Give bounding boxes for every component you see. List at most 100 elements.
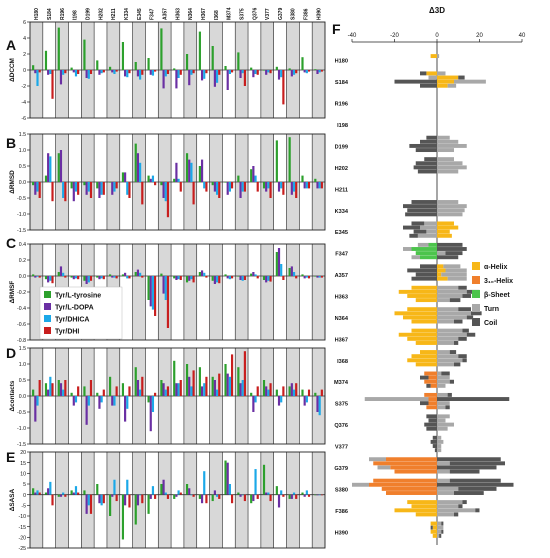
legend-swatch xyxy=(472,290,480,298)
bar-d-s1-3 xyxy=(72,396,75,406)
y-tick-label: -0.2 xyxy=(17,290,26,296)
bar-b-s1-7 xyxy=(124,172,127,182)
bar-f-g379-r3-s3 xyxy=(437,469,450,474)
residue-label: F347 xyxy=(150,8,156,20)
bar-a-s0-7 xyxy=(121,42,125,70)
bar-e-s1-17 xyxy=(252,494,255,502)
bar-b-s0-12 xyxy=(185,153,189,182)
bar-a-s2-13 xyxy=(203,70,206,79)
residue-label: I198 xyxy=(337,123,348,129)
bar-d-s3-4 xyxy=(89,380,93,396)
bar-d-s2-0 xyxy=(36,396,39,406)
bar-c-s3-9 xyxy=(154,276,157,316)
bar-d-s2-21 xyxy=(305,396,308,403)
bar-c-s3-16 xyxy=(243,276,246,280)
bar-b-s0-6 xyxy=(109,182,112,183)
legend-swatch xyxy=(44,315,51,322)
bar-a-s0-2 xyxy=(57,27,60,71)
bar-f-s375-r3-s4 xyxy=(445,405,450,410)
bar-c-s1-15 xyxy=(226,276,229,279)
bar-f-f347-r3-s3 xyxy=(411,255,420,260)
bar-a-s2-2 xyxy=(62,70,65,75)
bar-e-s2-21 xyxy=(305,490,308,495)
bar-c-s2-7 xyxy=(126,276,129,279)
bar-c-s2-11 xyxy=(177,276,180,280)
bar-c-s2-18 xyxy=(267,276,270,281)
bar-b-s3-8 xyxy=(141,182,144,205)
bar-c-s0-8 xyxy=(134,272,137,276)
bar-f-d199-r2-s3 xyxy=(437,143,467,148)
bar-f-f386-r1-s0 xyxy=(411,504,437,509)
bar-f-h390-r0-s3 xyxy=(437,521,442,526)
bar-c-s1-21 xyxy=(303,276,306,279)
bar-c-s2-5 xyxy=(100,276,103,279)
bar-e-s2-2 xyxy=(62,492,65,495)
bar-f-s184-r2-s0 xyxy=(437,79,454,84)
bar-a-s1-2 xyxy=(59,70,63,85)
bar-e-s0-2 xyxy=(57,494,60,497)
bar-f-h390-r1-s0 xyxy=(432,525,437,530)
bar-d-s0-19 xyxy=(275,389,278,396)
bar-f-g379-r1-s4 xyxy=(449,461,505,466)
bar-e-s3-14 xyxy=(218,494,221,499)
bar-e-s0-12 xyxy=(185,484,189,495)
bar-f-d199-r0-s3 xyxy=(437,135,450,140)
bar-f-q376-r3-s3 xyxy=(437,426,448,431)
bar-e-s1-4 xyxy=(85,494,88,514)
bar-f-f347-r0-s3 xyxy=(417,242,429,247)
bar-e-s3-16 xyxy=(243,494,246,502)
bar-f-s184-r1-s0 xyxy=(437,75,459,80)
bar-a-s1-0 xyxy=(34,70,37,74)
bar-a-s2-14 xyxy=(215,70,219,83)
bar-f-h367-r0-s4 xyxy=(462,328,469,333)
bar-c-s0-5 xyxy=(96,276,99,278)
bar-c-s3-20 xyxy=(295,276,298,279)
bar-f-g379-r2-s4 xyxy=(437,465,497,470)
bar-a-s3-12 xyxy=(192,70,195,74)
bar-f-d199-r3-s3 xyxy=(437,148,454,153)
bar-b-s0-14 xyxy=(211,182,214,186)
bar-f-i368-r1-s4 xyxy=(458,354,467,359)
bar-b-s1-6 xyxy=(111,182,114,195)
bar-d-s3-20 xyxy=(295,383,298,396)
residue-label: F347 xyxy=(335,252,348,258)
bar-d-s1-10 xyxy=(162,383,165,396)
bar-c-s3-2 xyxy=(64,276,67,278)
bar-f-n364-r3-s4 xyxy=(454,319,463,324)
bar-b-s2-5 xyxy=(100,182,103,195)
bar-e-s0-8 xyxy=(134,494,137,525)
bar-d-s1-20 xyxy=(290,383,293,396)
bar-c-s1-17 xyxy=(252,272,255,276)
bar-b-s0-4 xyxy=(83,182,86,186)
bar-f-i368-r1-s0 xyxy=(411,354,437,359)
legend-label: Turn xyxy=(484,306,499,313)
bar-f-s380-r1-s3 xyxy=(352,482,369,487)
column-band xyxy=(68,452,82,548)
bar-a-s1-13 xyxy=(200,70,204,81)
bar-c-s2-21 xyxy=(305,276,308,278)
bar-e-s3-0 xyxy=(38,492,41,495)
bar-e-s2-4 xyxy=(87,494,90,506)
bar-d-s0-14 xyxy=(211,376,214,396)
bar-c-s1-12 xyxy=(188,276,191,281)
legend-swatch xyxy=(472,262,480,270)
bar-f-q376-r0-s3 xyxy=(437,414,450,419)
panel-letter: D xyxy=(6,345,16,361)
bar-a-s1-9 xyxy=(149,70,152,75)
bar-c-s3-15 xyxy=(230,276,234,279)
bar-a-s2-10 xyxy=(164,70,167,77)
bar-f-s380-r2-s3 xyxy=(437,486,459,491)
bar-f-d199-r1-s3 xyxy=(437,139,459,144)
bar-e-s2-9 xyxy=(151,486,155,495)
bar-f-e345-r1-s0 xyxy=(437,225,459,230)
bar-f-i368-r1-s3 xyxy=(437,354,459,359)
bar-e-s3-10 xyxy=(166,494,170,499)
bar-f-f347-r2-s2 xyxy=(415,251,437,256)
bar-e-s0-17 xyxy=(250,494,253,504)
bar-f-s380-r1-s1 xyxy=(369,482,437,487)
bar-b-s0-19 xyxy=(275,140,278,182)
bar-c-s0-9 xyxy=(147,276,150,300)
bar-a-s2-5 xyxy=(100,70,103,74)
column-band xyxy=(42,452,56,548)
